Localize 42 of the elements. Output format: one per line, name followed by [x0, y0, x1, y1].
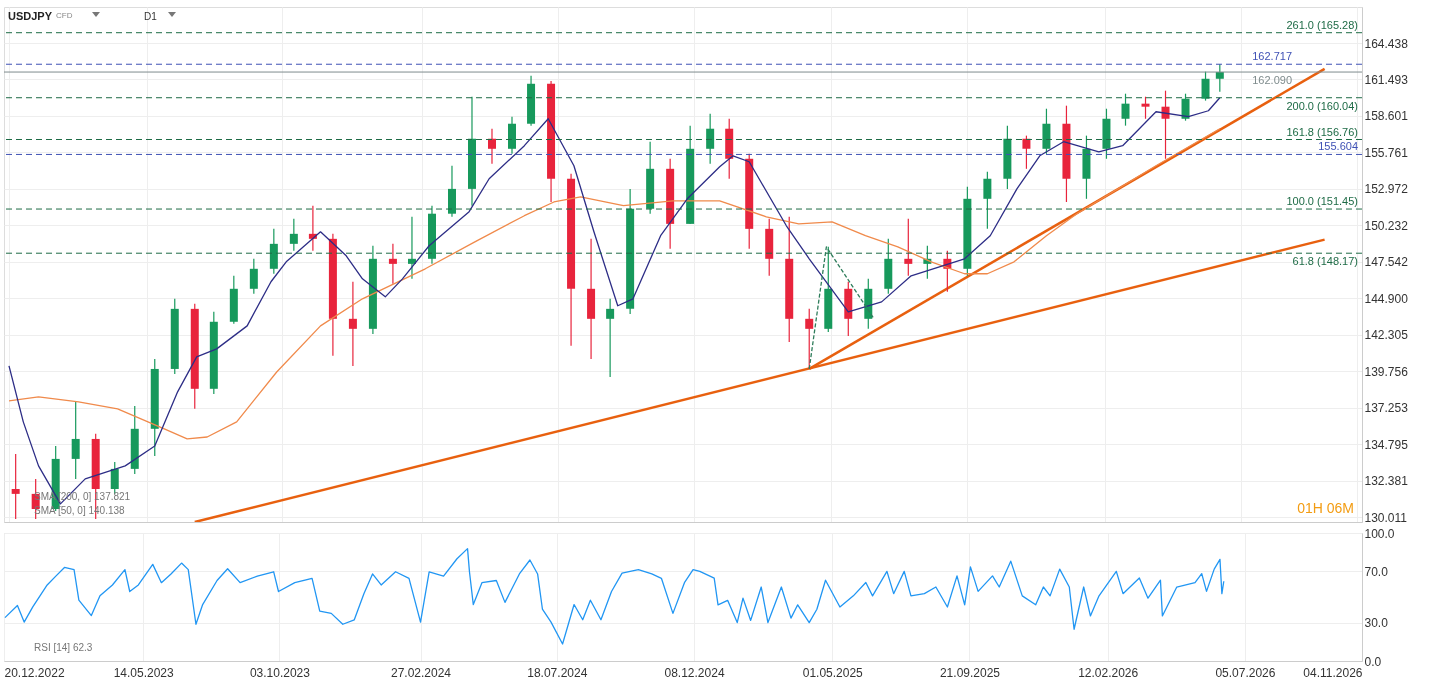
y-tick-label: 164.438	[1364, 36, 1409, 51]
ref-line-label: 100.0 (151.45)	[1286, 195, 1358, 208]
x-tick-label: 04.11.2026	[1303, 665, 1363, 680]
ref-line-label: 61.8 (148.17)	[1292, 255, 1358, 268]
x-tick-label: 01.05.2025	[802, 665, 864, 680]
y-tick-label: 100.0	[1364, 526, 1395, 541]
y-tick-label: 147.542	[1364, 255, 1409, 270]
x-tick-label: 14.05.2023	[113, 665, 175, 680]
y-tick-label: 152.972	[1364, 182, 1409, 197]
x-tick-label: 21.09.2025	[939, 665, 1001, 680]
y-tick-label: 161.493	[1364, 72, 1409, 87]
chart-title: USDJPY	[8, 10, 53, 22]
x-tick-label: 27.02.2024	[390, 665, 452, 680]
y-tick-label: 144.900	[1364, 291, 1409, 306]
annotation: 01H 06M	[1297, 500, 1354, 516]
ref-line-label: 162.717	[1252, 50, 1292, 63]
y-tick-label: 155.761	[1364, 145, 1409, 160]
y-tick-label: 30.0	[1364, 616, 1389, 631]
ref-line-label: 200.0 (160.04)	[1286, 99, 1358, 112]
x-tick-label: 03.10.2023	[249, 665, 311, 680]
ref-line-label: 155.604	[1318, 140, 1358, 153]
y-tick-label: 139.756	[1364, 364, 1409, 379]
annotation: RSI [14] 62.3	[34, 642, 93, 653]
y-tick-label: 137.253	[1364, 401, 1409, 416]
y-tick-label: 130.011	[1364, 510, 1408, 525]
y-tick-label: 132.381	[1364, 474, 1409, 489]
x-tick-label: 05.07.2026	[1215, 665, 1276, 680]
annotation: D1	[144, 11, 158, 22]
y-tick-label: 0.0	[1364, 654, 1382, 669]
x-tick-label: 20.12.2022	[4, 665, 65, 680]
y-tick-label: 70.0	[1364, 564, 1389, 579]
y-tick-label: 158.601	[1364, 109, 1409, 124]
y-tick-label: 142.305	[1364, 328, 1409, 343]
annotation: CFD	[56, 11, 73, 20]
x-tick-label: 08.12.2024	[664, 665, 725, 680]
y-tick-label: 134.795	[1364, 437, 1409, 452]
x-tick-label: 12.02.2026	[1078, 665, 1139, 680]
ref-line-label: 161.8 (156.76)	[1286, 125, 1358, 138]
y-tick-label: 150.232	[1364, 218, 1409, 233]
ref-line-label: 162.090	[1252, 74, 1292, 87]
x-tick-label: 18.07.2024	[527, 665, 588, 680]
ref-line-label: 261.0 (165.28)	[1286, 18, 1358, 31]
